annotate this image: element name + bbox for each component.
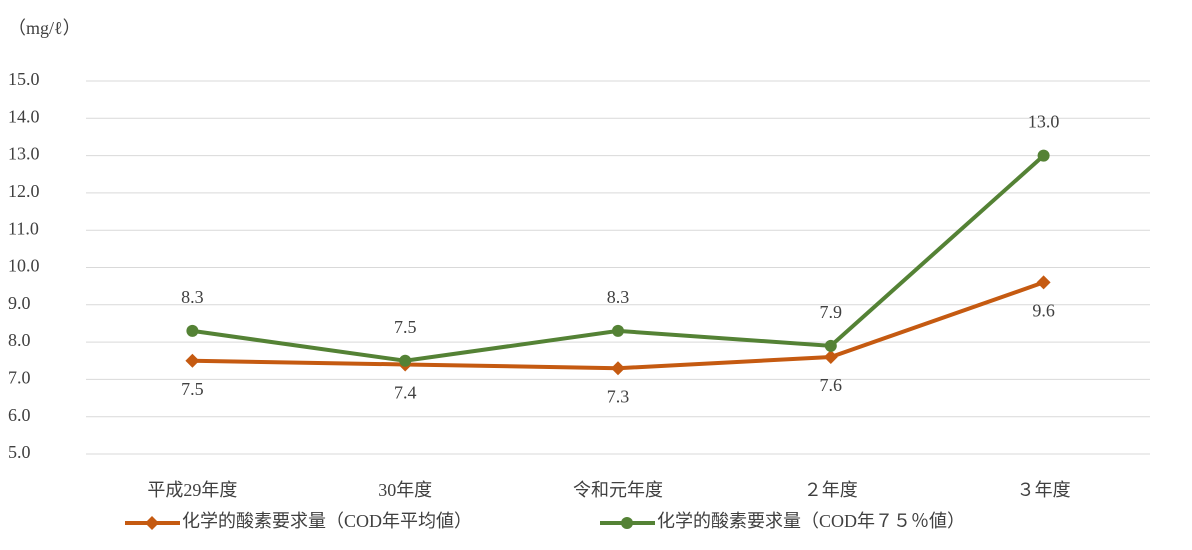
marker (823, 350, 838, 365)
y-tick-label: 9.0 (8, 293, 31, 313)
marker (185, 353, 200, 368)
x-tick-label: ２年度 (804, 480, 858, 500)
y-tick-label: 15.0 (8, 69, 40, 89)
x-tick-label: ３年度 (1017, 480, 1071, 500)
marker (186, 324, 199, 337)
marker (1037, 149, 1050, 162)
marker (611, 361, 625, 376)
legend-label: 化学的酸素要求量（COD年平均値） (182, 511, 472, 531)
y-tick-label: 11.0 (8, 218, 39, 238)
y-tick-label: 6.0 (8, 405, 31, 425)
marker (824, 339, 837, 352)
data-label: 7.5 (394, 317, 417, 337)
y-tick-label: 12.0 (8, 181, 40, 201)
marker (612, 324, 624, 337)
x-tick-label: 令和元年度 (573, 480, 663, 500)
y-axis-label: （mg/ℓ） (8, 18, 81, 38)
data-label: 7.6 (820, 375, 843, 395)
y-tick-label: 10.0 (8, 256, 40, 276)
data-label: 7.3 (607, 386, 630, 406)
y-tick-label: 7.0 (8, 368, 31, 388)
y-tick-label: 13.0 (8, 144, 40, 164)
data-label: 13.0 (1028, 112, 1060, 132)
y-tick-label: 8.0 (8, 330, 31, 350)
y-tick-label: 14.0 (8, 106, 40, 126)
data-label: 7.9 (820, 302, 843, 322)
x-tick-label: 平成29年度 (147, 480, 237, 500)
data-label: 9.6 (1032, 301, 1055, 321)
data-label: 7.4 (394, 383, 417, 403)
data-label: 8.3 (181, 287, 204, 307)
data-label: 8.3 (607, 287, 630, 307)
legend-label: 化学的酸素要求量（COD年７５％値） (657, 511, 965, 531)
x-tick-label: 30年度 (378, 480, 432, 500)
y-tick-label: 5.0 (8, 442, 31, 462)
marker (145, 516, 159, 530)
marker (399, 354, 412, 367)
marker (1036, 275, 1051, 290)
marker (621, 517, 633, 529)
data-label: 7.5 (181, 379, 204, 399)
